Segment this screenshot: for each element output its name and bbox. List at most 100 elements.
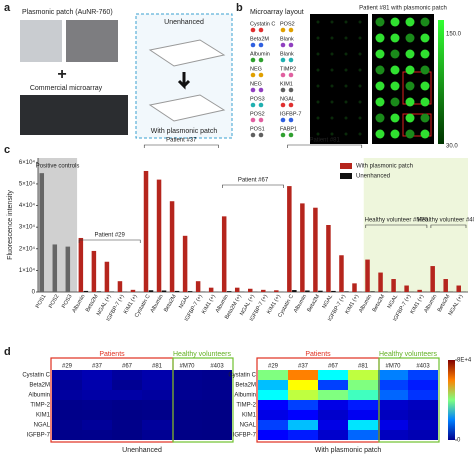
bar: [331, 290, 336, 292]
heat-cell: [408, 370, 438, 380]
spot: [405, 81, 415, 91]
panel-label: b: [236, 2, 243, 14]
layout-label: POS2: [250, 111, 265, 117]
bar: [305, 290, 310, 292]
heat-cell: [348, 430, 378, 440]
x-tick-label: POS1: [35, 294, 48, 310]
legend-swatch: [340, 173, 352, 179]
spot: [375, 49, 385, 59]
row-label: KIM1: [242, 413, 257, 419]
heat-cell: [112, 380, 142, 390]
layout-dot: [280, 42, 286, 48]
heat-cell: [318, 410, 348, 420]
column-label: #81: [358, 364, 369, 370]
spot: [375, 33, 385, 43]
spot: [316, 52, 320, 56]
bar: [226, 291, 232, 292]
heat-cell: [288, 420, 318, 430]
row-label: TIMP-2: [30, 403, 50, 409]
heat-cell: [348, 400, 378, 410]
layout-dot: [250, 72, 256, 78]
spot: [344, 52, 348, 56]
spot: [390, 113, 400, 123]
bracket: [78, 239, 141, 243]
layout-dot: [258, 42, 264, 48]
heat-cell: [52, 410, 82, 420]
group-box: [378, 357, 440, 443]
highlight: [402, 71, 432, 105]
spot: [358, 36, 362, 40]
layout-dot: [288, 117, 294, 123]
spot: [420, 65, 430, 75]
bar: [391, 279, 396, 292]
row-label: NGAL: [34, 423, 51, 429]
heat-cell: [142, 400, 172, 410]
heat-cell: [142, 370, 172, 380]
bar: [326, 225, 331, 292]
group-label: Healthy volunteer #403: [418, 218, 474, 224]
bar: [96, 291, 102, 292]
row-label: Cystatin C: [228, 373, 256, 379]
photo: [20, 20, 62, 62]
heat-cell: [378, 400, 408, 410]
column-label: #37: [298, 364, 309, 370]
caption: Plasmonic patch (AuNR-760): [22, 9, 113, 16]
spot: [405, 17, 415, 27]
bar: [187, 291, 193, 292]
heat-cell: [202, 400, 232, 410]
layout-dot: [288, 42, 294, 48]
layout-dot: [250, 117, 256, 123]
column-label: #M70: [179, 364, 195, 370]
column-label: #29: [62, 364, 73, 370]
bar: [65, 246, 71, 292]
layout-dot: [288, 72, 294, 78]
spot: [330, 116, 334, 120]
heat-cell: [258, 370, 288, 380]
heat-cell: [52, 400, 82, 410]
panel-label: d: [4, 346, 11, 358]
spot: [330, 68, 334, 72]
group-label: Healthy volunteer #M70: [365, 218, 429, 224]
group-label: Patient #37: [166, 138, 197, 144]
bar: [148, 290, 154, 292]
layout-dot: [288, 102, 294, 108]
heat-cell: [258, 380, 288, 390]
column-label: #81: [152, 364, 163, 370]
spot: [330, 36, 334, 40]
spot: [344, 36, 348, 40]
layout-dot: [250, 87, 256, 93]
heat-cell: [288, 370, 318, 380]
layout-dot: [258, 72, 264, 78]
bracket: [365, 224, 428, 228]
heat-cell: [288, 400, 318, 410]
y-tick-label: 4×10⁴: [19, 202, 36, 209]
layout-label: TIMP2: [280, 66, 296, 72]
spot: [344, 20, 348, 24]
heat-cell: [318, 390, 348, 400]
heat-cell: [172, 380, 202, 390]
spot: [316, 68, 320, 72]
photo: [20, 95, 128, 135]
column-label: #403: [416, 364, 430, 370]
column-label: #M70: [385, 364, 401, 370]
colorbar: [448, 360, 455, 440]
heat-cell: [258, 410, 288, 420]
heat-cell: [112, 390, 142, 400]
layout-label: POS1: [250, 126, 265, 132]
heat-cell: [202, 370, 232, 380]
y-tick-label: 2×10⁴: [19, 245, 36, 252]
heat-cell: [348, 420, 378, 430]
bar: [248, 288, 253, 292]
spot: [390, 81, 400, 91]
layout-dot: [250, 57, 256, 63]
group-header: Patients: [99, 351, 125, 358]
heat-cell: [82, 380, 112, 390]
heat-cell: [82, 390, 112, 400]
layout-label: FABP1: [280, 126, 297, 132]
bar: [174, 290, 180, 292]
layout-dot: [280, 72, 286, 78]
bar: [52, 244, 58, 292]
heat-cell: [288, 390, 318, 400]
spot: [375, 17, 385, 27]
spot: [358, 132, 362, 136]
